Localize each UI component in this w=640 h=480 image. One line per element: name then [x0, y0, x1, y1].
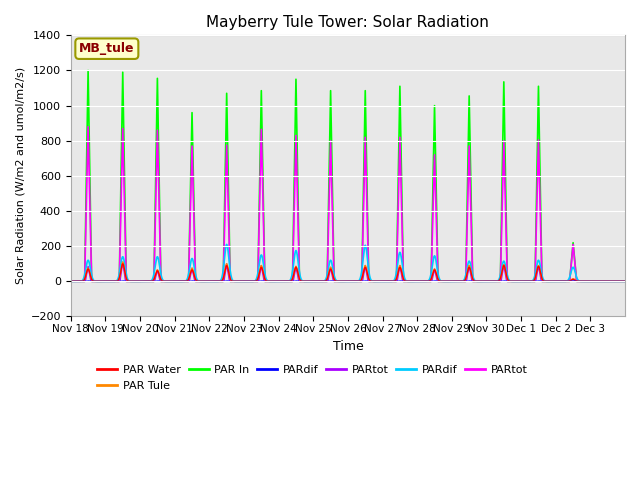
PARdif: [95, 278, 102, 284]
PAR Tule: [395, 265, 403, 271]
PAR Water: [95, 278, 102, 284]
PARdif: [478, 278, 486, 284]
Line: PAR In: PAR In: [71, 71, 625, 281]
PARtot: [419, 278, 427, 284]
PAR Tule: [508, 278, 515, 284]
PAR Water: [508, 278, 515, 284]
PARtot: [95, 278, 102, 284]
PAR Tule: [95, 278, 102, 284]
PAR In: [67, 278, 75, 284]
Y-axis label: Solar Radiation (W/m2 and umol/m2/s): Solar Radiation (W/m2 and umol/m2/s): [15, 67, 25, 285]
PARdif: [419, 278, 427, 284]
PAR Tule: [478, 278, 486, 284]
PARdif: [508, 278, 515, 284]
PARdif: [84, 278, 92, 284]
Legend: PAR Water, PAR Tule, PAR In, PARdif, PARtot, PARdif, PARtot: PAR Water, PAR Tule, PAR In, PARdif, PAR…: [93, 361, 532, 395]
PAR Water: [67, 278, 75, 284]
PARtot: [508, 278, 515, 284]
PARtot: [84, 124, 92, 130]
PAR In: [621, 278, 629, 284]
PARtot: [621, 278, 629, 284]
PAR Water: [119, 261, 127, 267]
PAR Water: [395, 266, 403, 272]
PAR In: [478, 278, 486, 284]
PAR Tule: [419, 278, 427, 284]
PAR In: [395, 146, 403, 152]
PARtot: [395, 269, 403, 275]
PAR In: [84, 68, 92, 73]
PARtot: [395, 180, 403, 186]
PARdif: [395, 278, 403, 284]
PARtot: [508, 278, 515, 284]
PARdif: [268, 278, 275, 284]
Text: MB_tule: MB_tule: [79, 42, 134, 55]
PAR In: [419, 278, 427, 284]
PARdif: [621, 278, 629, 284]
PARdif: [67, 278, 75, 284]
PARtot: [478, 278, 486, 284]
PAR Water: [419, 278, 427, 284]
Line: PARtot: PARtot: [71, 127, 625, 281]
PAR In: [268, 278, 275, 284]
PARtot: [268, 278, 275, 284]
PAR In: [95, 278, 102, 284]
PAR Tule: [268, 278, 275, 284]
PARdif: [621, 278, 629, 284]
PAR Water: [268, 278, 275, 284]
PARtot: [119, 259, 127, 265]
PARtot: [67, 278, 75, 284]
Line: PARtot: PARtot: [71, 262, 625, 281]
PARdif: [95, 278, 102, 284]
PAR In: [508, 278, 515, 284]
PAR Water: [478, 278, 486, 284]
Title: Mayberry Tule Tower: Solar Radiation: Mayberry Tule Tower: Solar Radiation: [207, 15, 490, 30]
PARtot: [478, 278, 486, 284]
Line: PAR Tule: PAR Tule: [71, 262, 625, 281]
PAR Water: [621, 278, 629, 284]
PARdif: [478, 278, 486, 284]
X-axis label: Time: Time: [333, 340, 364, 353]
PARdif: [508, 278, 515, 284]
PARdif: [395, 253, 403, 259]
PARtot: [95, 278, 102, 284]
Line: PARdif: PARdif: [71, 244, 625, 281]
PAR Tule: [67, 278, 75, 284]
PAR Tule: [119, 259, 127, 265]
PARdif: [419, 278, 427, 284]
PARdif: [67, 278, 75, 284]
PARdif: [268, 278, 275, 284]
PARtot: [67, 278, 75, 284]
PAR Tule: [621, 278, 629, 284]
PARtot: [419, 278, 427, 284]
PARtot: [268, 278, 275, 284]
PARtot: [621, 278, 629, 284]
Line: PAR Water: PAR Water: [71, 264, 625, 281]
PARdif: [223, 241, 230, 247]
